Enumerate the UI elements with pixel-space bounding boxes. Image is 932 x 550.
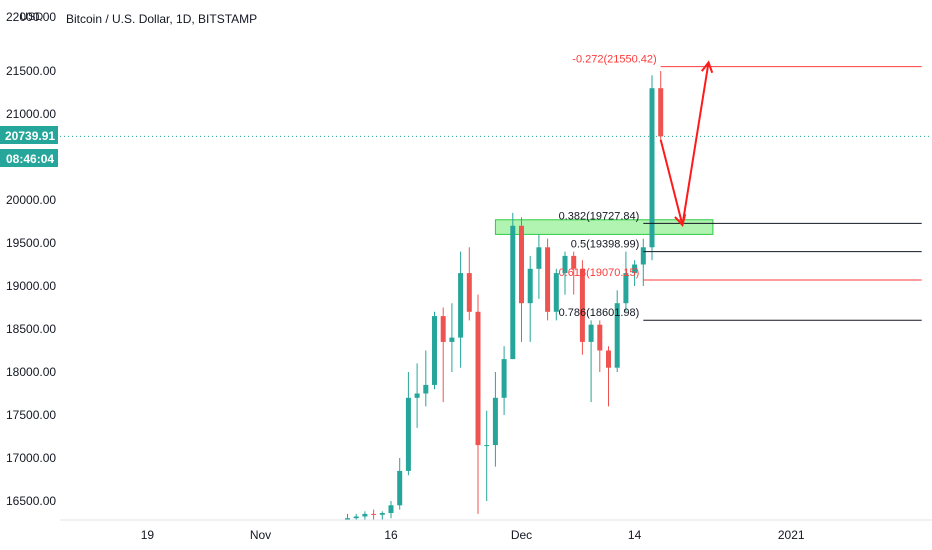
candle-body	[440, 316, 446, 342]
candle-body	[597, 324, 603, 351]
candle-body	[362, 513, 368, 517]
candle-body	[423, 384, 429, 394]
last-price-label: 20739.91	[5, 129, 55, 143]
candle-body	[353, 516, 359, 519]
candle-body	[632, 264, 638, 274]
candle-body	[371, 513, 377, 515]
candle-body	[449, 337, 455, 342]
candle-body	[397, 470, 403, 506]
candle-body	[545, 247, 551, 312]
candle-body	[623, 273, 629, 304]
fib-level-label: 0.382(19727.84)	[559, 210, 640, 222]
candle-body	[527, 268, 533, 304]
candle-body	[414, 393, 420, 398]
time-axis-background	[60, 520, 932, 550]
candle-body	[579, 268, 585, 342]
y-tick-label: 16500.00	[6, 494, 56, 508]
candle-body	[562, 255, 568, 274]
candle-body	[536, 247, 542, 269]
x-tick-label: 2021	[778, 528, 805, 542]
y-tick-label: 19000.00	[6, 279, 56, 293]
fib-level-label: -0.272(21550.42)	[572, 54, 656, 66]
candle-body	[614, 303, 620, 368]
fib-level-label: 0.786(18601.98)	[559, 307, 640, 319]
y-tick-label: 21000.00	[6, 107, 56, 121]
candle-body	[432, 316, 437, 385]
arrow-head-up	[701, 60, 714, 74]
x-tick-label: Dec	[511, 528, 532, 542]
x-tick-label: 19	[141, 528, 155, 542]
candle-body	[649, 88, 655, 248]
price-badges: 20739.91 08:46:04	[0, 126, 58, 167]
candles	[345, 71, 664, 536]
candle-body	[405, 397, 411, 471]
candle-body	[553, 273, 559, 312]
y-tick-label: 17500.00	[6, 408, 56, 422]
candle-body	[492, 397, 498, 446]
fib-level-label: 0.5(19398.99)	[571, 239, 640, 251]
y-tick-label: 17000.00	[6, 451, 56, 465]
candle-body	[510, 225, 516, 360]
chart-title: Bitcoin / U.S. Dollar, 1D, BITSTAMP	[66, 12, 257, 26]
candle-body	[640, 247, 646, 265]
y-tick-label: 19500.00	[6, 236, 56, 250]
x-tick-label: Nov	[250, 528, 271, 542]
x-tick-label: 14	[628, 528, 642, 542]
y-tick-label: 20000.00	[6, 193, 56, 207]
countdown-label: 08:46:04	[6, 152, 54, 166]
candle-body	[458, 273, 464, 338]
candle-body	[466, 273, 472, 312]
price-axis[interactable]: 22000.00 USD 16500.00 17000.00 17500.00 180…	[0, 0, 60, 520]
candle-body	[379, 513, 385, 515]
candle-body	[388, 505, 394, 514]
y-tick-label: 18500.00	[6, 322, 56, 336]
candle-body	[484, 445, 490, 447]
candle-body	[606, 350, 611, 368]
drawing-tools-front: -0.272(21550.42) 0.382(19727.84) 0.5(19398…	[559, 54, 922, 321]
currency-label: USD	[20, 11, 43, 23]
time-axis[interactable]: 14Oct19Nov16Dec14202118Feb	[0, 519, 932, 550]
candle-body	[571, 255, 577, 269]
arrow-head-down	[674, 214, 687, 227]
y-tick-label: 21500.00	[6, 64, 56, 78]
candle-body	[519, 225, 524, 304]
candle-body	[501, 359, 507, 398]
price-axis-background	[0, 0, 60, 520]
last-price-badge	[0, 126, 58, 144]
candle-body	[475, 311, 481, 446]
countdown-badge	[0, 149, 58, 167]
x-tick-label: 16	[384, 528, 398, 542]
candle-body	[588, 324, 594, 342]
candle-body	[658, 88, 664, 137]
fib-level-label: 0.618(19070.15)	[559, 267, 640, 279]
y-tick-label: 18000.00	[6, 365, 56, 379]
y-tick-top-partial: 22000.00	[6, 10, 56, 24]
